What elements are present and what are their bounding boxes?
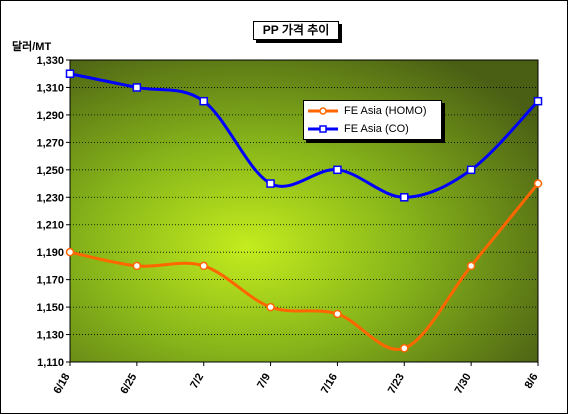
data-point-homo bbox=[466, 261, 476, 271]
legend-entry-co: FE Asia (CO) bbox=[304, 122, 441, 136]
data-point-co bbox=[266, 179, 275, 188]
y-tick-label: 1,190 bbox=[36, 247, 64, 259]
data-point-co bbox=[65, 69, 75, 78]
y-tick-label: 1,310 bbox=[36, 82, 64, 94]
y-tick-label: 1,250 bbox=[36, 165, 64, 177]
chart-title: PP 가격 추이 bbox=[253, 21, 339, 40]
legend-label-homo: FE Asia (HOMO) bbox=[344, 105, 427, 117]
legend-entry-homo: FE Asia (HOMO) bbox=[304, 104, 441, 118]
x-tick-label: 7/9 bbox=[255, 372, 273, 391]
x-tick-label: 6/25 bbox=[118, 372, 139, 397]
legend: FE Asia (HOMO) FE Asia (CO) bbox=[303, 100, 442, 140]
data-point-homo bbox=[266, 302, 275, 312]
x-tick-label: 7/30 bbox=[453, 372, 474, 397]
y-tick-label: 1,270 bbox=[36, 137, 64, 149]
legend-label-co: FE Asia (CO) bbox=[344, 123, 409, 135]
data-point-homo bbox=[199, 261, 208, 271]
y-tick-label: 1,290 bbox=[36, 110, 64, 122]
data-point-co bbox=[533, 96, 543, 106]
data-point-co bbox=[466, 165, 476, 175]
x-tick-label: 7/2 bbox=[188, 372, 206, 391]
x-tick-label: 7/23 bbox=[386, 372, 407, 397]
data-point-homo bbox=[333, 309, 342, 319]
y-tick-label: 1,210 bbox=[36, 220, 64, 232]
data-point-homo bbox=[65, 247, 75, 257]
data-point-homo bbox=[533, 179, 543, 188]
x-tick-label: 6/18 bbox=[51, 372, 72, 397]
y-tick-label: 1,170 bbox=[36, 275, 64, 287]
y-tick-label: 1,130 bbox=[36, 330, 64, 342]
data-point-co bbox=[199, 96, 208, 106]
data-point-homo bbox=[400, 344, 409, 353]
y-tick-label: 1,150 bbox=[36, 302, 64, 314]
y-tick-label: 1,330 bbox=[36, 55, 64, 67]
data-point-co bbox=[132, 83, 142, 92]
y-axis-label: 달러/MT bbox=[12, 41, 52, 53]
data-point-homo bbox=[132, 261, 142, 271]
x-tick-label: 8/6 bbox=[523, 372, 541, 391]
x-tick-label: 7/16 bbox=[319, 372, 340, 397]
y-tick-label: 1,230 bbox=[36, 192, 64, 204]
data-point-co bbox=[400, 193, 409, 202]
y-tick-label: 1,110 bbox=[37, 357, 64, 369]
data-point-co bbox=[333, 165, 342, 175]
